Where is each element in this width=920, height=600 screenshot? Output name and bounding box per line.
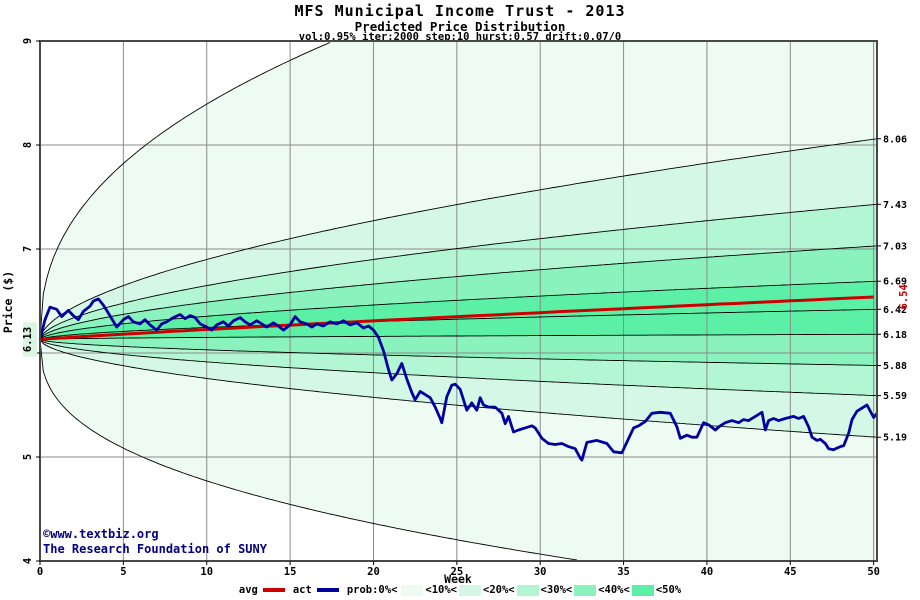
legend-prob-label: prob:0%< xyxy=(346,584,398,596)
y-tick-label: 4 xyxy=(22,558,34,564)
plot-border xyxy=(39,40,878,562)
legend-band-label: <30%< xyxy=(540,584,573,596)
legend-band-label: <40%< xyxy=(598,584,630,596)
start-price-highlight xyxy=(23,322,37,357)
max-envelope-curve xyxy=(39,41,331,340)
band-end-value-label: 6.18 xyxy=(883,330,907,341)
x-tick-label: 0 xyxy=(37,566,43,578)
actual-price-line xyxy=(38,297,879,462)
x-tick-label: 20 xyxy=(367,566,380,578)
legend-probability-items: <10%< <20%< <30%< <40%< <50% xyxy=(399,584,681,596)
probability-band xyxy=(40,339,877,396)
y-tick-label: 9 xyxy=(22,38,34,44)
band-end-value-label: 6.69 xyxy=(883,277,907,288)
legend-band-label: <10%< xyxy=(425,584,457,596)
x-tick-label: 5 xyxy=(120,566,126,578)
legend-act-line-swatch xyxy=(316,588,339,592)
chart-title: MFS Municipal Income Trust - 2013 xyxy=(294,2,626,20)
legend-avg-line-swatch xyxy=(262,588,285,592)
min-envelope-curve xyxy=(39,339,577,561)
avg-end-value-label: 6.54 xyxy=(898,284,910,309)
x-tick-label: 10 xyxy=(200,566,213,578)
band-boundary-curve xyxy=(39,339,878,438)
chart-legend: avg act prob:0%< <10%< <20%< <30%< <40%< <50… xyxy=(0,584,920,596)
band-boundary-curve xyxy=(39,339,878,366)
probability-band xyxy=(40,339,877,561)
probability-band xyxy=(40,204,877,340)
band-boundary-curve xyxy=(39,138,878,340)
band-end-value-label: 8.06 xyxy=(883,134,907,145)
copyright-org: The Research Foundation of SUNY xyxy=(43,542,267,556)
x-tick-label: 25 xyxy=(451,566,464,578)
band-end-value-label: 6.42 xyxy=(883,305,907,316)
y-tick-label: 7 xyxy=(22,246,34,252)
band-end-value-label: 7.03 xyxy=(883,241,907,252)
start-price-label: 6.13 xyxy=(22,327,34,352)
legend-band-swatch xyxy=(516,584,539,596)
probability-band xyxy=(40,41,877,340)
legend-band-swatch xyxy=(574,584,597,596)
band-boundary-curve xyxy=(39,245,878,340)
legend-band-swatch xyxy=(459,584,481,596)
chart-subtitle: Predicted Price Distribution xyxy=(354,19,566,34)
legend-band-swatch xyxy=(631,584,654,596)
legend-avg-label: avg xyxy=(238,584,258,596)
y-tick-label: 8 xyxy=(22,142,34,148)
band-boundary-curve xyxy=(39,308,878,340)
probability-band xyxy=(40,138,877,340)
x-axis-title: Week xyxy=(444,572,472,586)
legend-band-swatch xyxy=(401,584,424,596)
band-end-value-label: 5.88 xyxy=(883,361,907,372)
probability-band xyxy=(40,309,877,340)
probability-band xyxy=(40,245,877,340)
band-boundary-curve xyxy=(39,333,877,340)
legend-act-label: act xyxy=(292,584,312,596)
x-tick-label: 15 xyxy=(284,566,297,578)
legend-band-label: <20%< xyxy=(483,584,515,596)
x-tick-label: 30 xyxy=(534,566,547,578)
band-boundary-curve xyxy=(39,339,878,397)
band-end-value-label: 7.43 xyxy=(883,200,907,211)
x-tick-label: 35 xyxy=(617,566,630,578)
y-axis-title: Price ($) xyxy=(1,270,15,334)
x-tick-label: 40 xyxy=(701,566,714,578)
copyright-notice: ©www.textbiz.org The Research Foundation… xyxy=(43,527,267,557)
band-boundary-curve xyxy=(39,203,878,340)
legend-band-label: <50% xyxy=(655,584,682,596)
x-tick-label: 50 xyxy=(867,566,880,578)
copyright-site: ©www.textbiz.org xyxy=(43,527,159,541)
avg-price-line xyxy=(39,295,874,341)
y-tick-label: 5 xyxy=(22,454,34,460)
band-end-value-label: 5.19 xyxy=(883,433,907,444)
x-tick-label: 45 xyxy=(784,566,797,578)
band-end-value-label: 5.59 xyxy=(883,391,907,402)
band-boundary-curve xyxy=(39,280,878,340)
probability-band xyxy=(40,334,877,366)
